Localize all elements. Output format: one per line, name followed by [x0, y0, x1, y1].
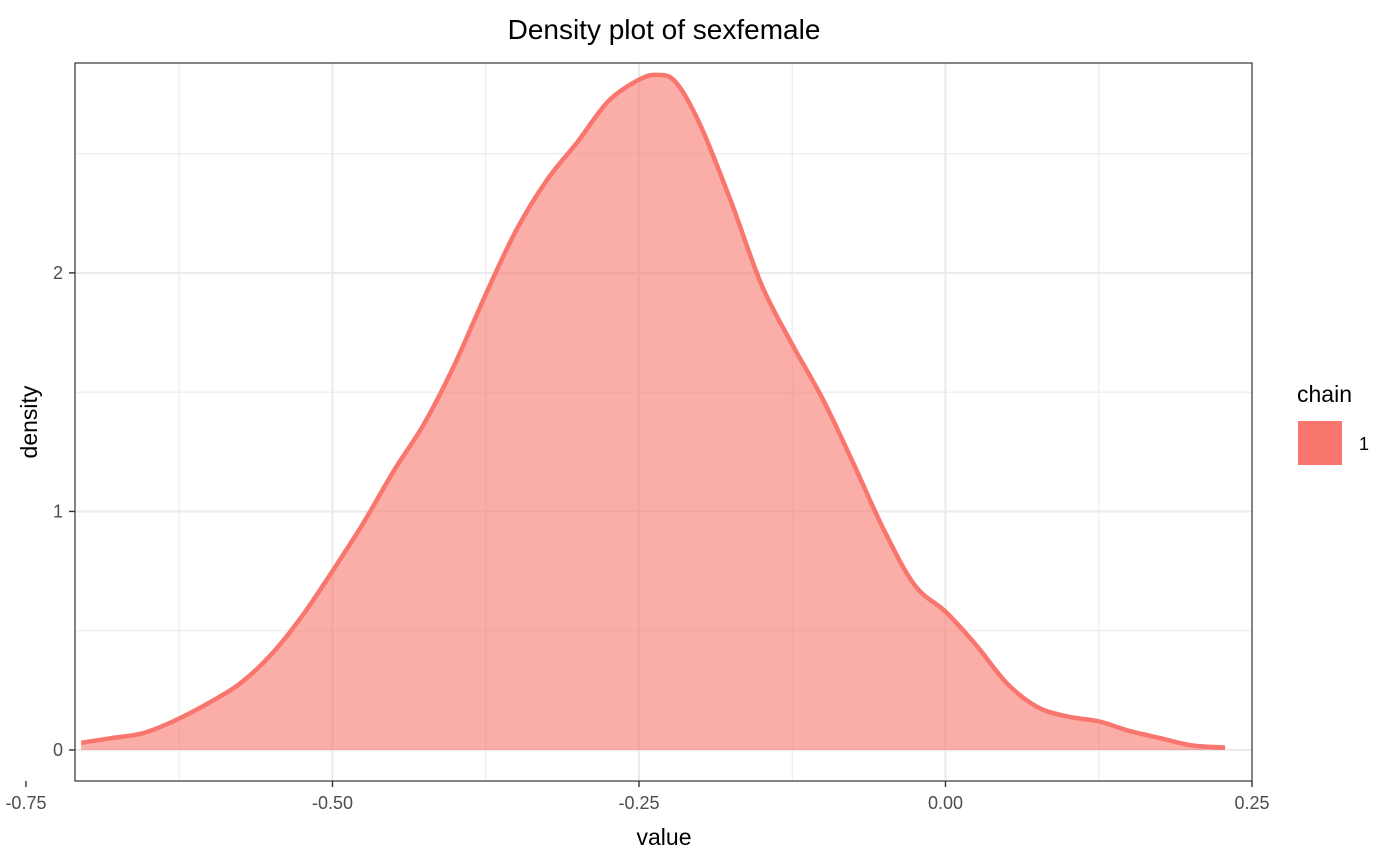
x-tick-label: 0.00	[928, 793, 963, 813]
plot-border	[74, 62, 1253, 782]
y-axis-title: density	[16, 385, 42, 458]
y-tick-label: 2	[53, 263, 63, 283]
legend: chain 1	[1297, 381, 1369, 465]
x-tick-label: -0.50	[312, 793, 353, 813]
x-tick-label: -0.25	[618, 793, 659, 813]
legend-title: chain	[1297, 381, 1352, 407]
density-line	[80, 72, 1226, 750]
chart-title: Density plot of sexfemale	[508, 14, 821, 45]
x-axis: -0.75 -0.50 -0.25 0.00 0.25	[5, 781, 1270, 813]
x-tick-label: -0.75	[5, 793, 46, 813]
y-tick-label: 0	[53, 740, 63, 760]
series-layer	[80, 72, 1226, 750]
y-axis: 0 1 2	[53, 263, 75, 760]
x-axis-title: value	[637, 824, 692, 850]
legend-label: 1	[1359, 434, 1369, 454]
legend-key	[1298, 421, 1342, 465]
plot-area	[74, 62, 1253, 782]
y-tick-label: 1	[53, 501, 63, 521]
density-area	[81, 74, 1226, 750]
x-tick-label: 0.25	[1234, 793, 1269, 813]
